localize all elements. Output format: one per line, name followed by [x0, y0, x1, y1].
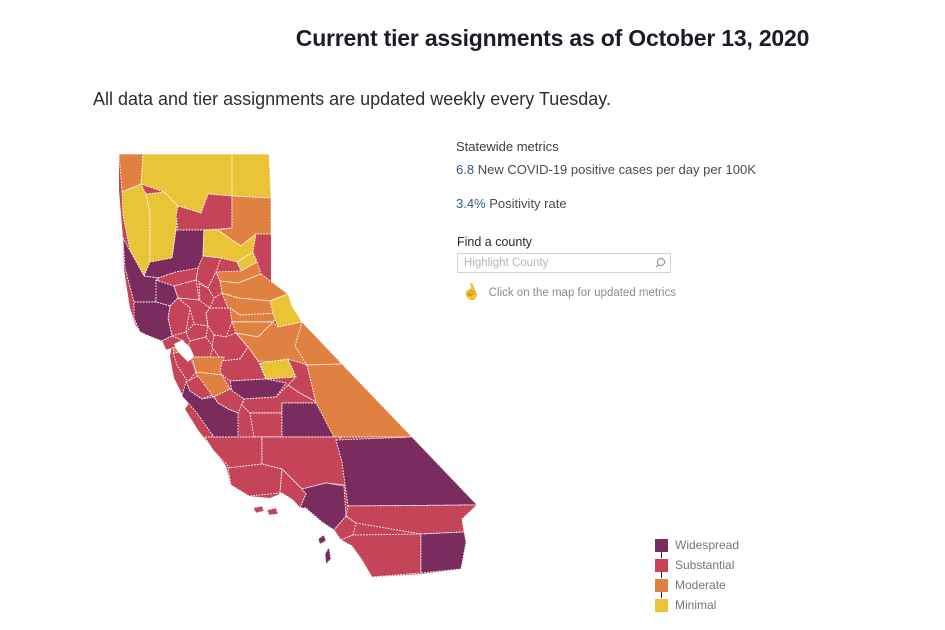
- county-kings[interactable]: [249, 412, 283, 438]
- county-san-luis-obispo[interactable]: [204, 436, 263, 469]
- statewide-metrics-heading: Statewide metrics: [456, 139, 559, 154]
- california-tier-map: [110, 150, 485, 610]
- county-layer: [118, 153, 478, 578]
- channel-islands[interactable]: [252, 505, 265, 514]
- sf-bay-water: [174, 340, 194, 362]
- positivity-label: Positivity rate: [489, 196, 567, 211]
- tier-legend: Widespread Substantial Moderate Minimal: [655, 538, 739, 612]
- legend-connector: [661, 552, 662, 558]
- info-panel: Statewide metrics 6.8 New COVID-19 posit…: [456, 139, 756, 303]
- minimal-label: Minimal: [675, 598, 717, 612]
- widespread-swatch: [655, 538, 668, 552]
- county-del-norte[interactable]: [118, 153, 144, 193]
- cases-value: 6.8: [456, 162, 475, 177]
- county-santa-barbara[interactable]: [227, 463, 283, 497]
- legend-item-substantial[interactable]: Substantial: [655, 558, 739, 572]
- county-solano[interactable]: [185, 323, 209, 342]
- santa-catalina-island[interactable]: [324, 546, 332, 565]
- county-search-box[interactable]: [457, 253, 671, 273]
- county-san-bernardino[interactable]: [335, 436, 478, 507]
- minimal-swatch: [655, 598, 668, 612]
- county-search-input[interactable]: [458, 254, 652, 272]
- county-san-diego[interactable]: [340, 533, 422, 578]
- search-icon[interactable]: [652, 255, 670, 271]
- legend-item-moderate[interactable]: Moderate: [655, 578, 739, 592]
- county-inyo[interactable]: [306, 363, 413, 438]
- county-san-joaquin[interactable]: [211, 332, 249, 362]
- county-lake[interactable]: [155, 279, 179, 307]
- hand-pointer-icon: ☝: [459, 281, 483, 304]
- county-stanislaus[interactable]: [219, 346, 267, 382]
- county-monterey[interactable]: [181, 381, 239, 438]
- county-imperial[interactable]: [420, 531, 467, 574]
- moderate-swatch: [655, 578, 668, 592]
- page-title: Current tier assignments as of October 1…: [295, 25, 810, 51]
- cases-metric: 6.8 New COVID-19 positive cases per day …: [456, 162, 756, 177]
- positivity-metric: 3.4% Positivity rate: [456, 196, 567, 211]
- county-sonoma[interactable]: [133, 301, 173, 342]
- widespread-label: Widespread: [675, 538, 740, 552]
- channel-islands[interactable]: [266, 507, 279, 516]
- substantial-label: Substantial: [675, 558, 735, 572]
- county-modoc[interactable]: [231, 153, 272, 199]
- county-placer[interactable]: [219, 273, 289, 302]
- legend-item-minimal[interactable]: Minimal: [655, 598, 739, 612]
- county-amador[interactable]: [229, 307, 281, 323]
- substantial-swatch: [655, 558, 668, 572]
- legend-item-widespread[interactable]: Widespread: [655, 538, 739, 552]
- find-a-county-label: Find a county: [457, 235, 533, 249]
- santa-catalina-island[interactable]: [317, 534, 327, 545]
- positivity-value: 3.4%: [456, 196, 486, 211]
- county-ventura[interactable]: [279, 468, 307, 509]
- moderate-label: Moderate: [675, 578, 726, 592]
- county-plumas[interactable]: [202, 229, 257, 263]
- page-subtitle: All data and tier assignments are update…: [93, 89, 611, 109]
- county-colusa[interactable]: [173, 279, 200, 301]
- cases-label: New COVID-19 positive cases per day per …: [477, 162, 756, 177]
- county-lassen[interactable]: [217, 195, 272, 247]
- county-los-angeles[interactable]: [299, 482, 347, 531]
- legend-connector: [661, 592, 662, 598]
- map-hint: ☝ Click on the map for updated metrics: [459, 281, 676, 304]
- legend-connector: [661, 572, 662, 578]
- county-santa-cruz[interactable]: [185, 375, 213, 400]
- map-hint-text: Click on the map for updated metrics: [488, 286, 676, 299]
- county-shasta[interactable]: [175, 193, 233, 231]
- county-sutter[interactable]: [198, 283, 215, 309]
